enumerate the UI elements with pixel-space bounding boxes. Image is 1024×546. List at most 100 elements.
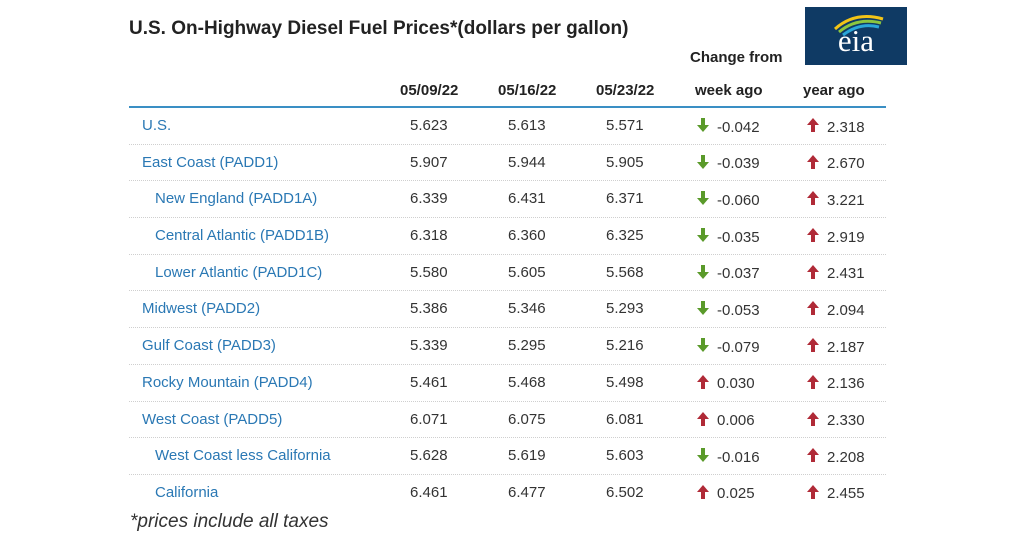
up-arrow-icon: [807, 154, 827, 173]
price-cell: 6.360: [508, 227, 546, 245]
price-cell: 5.605: [508, 263, 546, 281]
year-change-value: 2.330: [827, 412, 865, 429]
up-arrow-icon: [807, 191, 827, 209]
price-cell: 6.371: [606, 190, 644, 208]
region-link[interactable]: California: [155, 483, 219, 501]
week-change-cell: -0.016: [697, 448, 760, 466]
year-change-cell: 2.318: [807, 118, 865, 136]
region-link[interactable]: West Coast less California: [155, 447, 331, 465]
week-change-value: 0.030: [717, 375, 755, 393]
table-row: East Coast (PADD1) 5.907 5.944 5.905 -0.039 2…: [129, 145, 886, 182]
year-change-value: 2.136: [827, 375, 865, 393]
logo-text: eia: [837, 23, 875, 58]
down-arrow-icon: [697, 338, 717, 356]
year-change-value: 2.208: [827, 448, 865, 466]
price-cell: 5.346: [508, 300, 546, 318]
year-change-value: 2.670: [827, 155, 865, 173]
up-arrow-icon: [807, 448, 827, 466]
year-change-cell: 2.919: [807, 228, 865, 246]
price-cell: 5.905: [606, 153, 644, 171]
col-header-date2: 05/16/22: [498, 82, 557, 99]
year-change-cell: 3.221: [807, 191, 865, 209]
region-link[interactable]: Rocky Mountain (PADD4): [142, 373, 313, 391]
week-change-cell: -0.042: [697, 118, 760, 136]
down-arrow-icon: [697, 301, 717, 319]
price-cell: 5.571: [606, 117, 644, 134]
table-row: California 6.461 6.477 6.502 0.025 2.455: [129, 475, 886, 511]
price-cell: 5.293: [606, 300, 644, 318]
up-arrow-icon: [697, 411, 717, 430]
year-change-value: 2.094: [827, 301, 865, 319]
year-change-cell: 2.208: [807, 448, 865, 466]
week-change-cell: -0.035: [697, 228, 760, 246]
price-cell: 5.216: [606, 337, 644, 355]
price-cell: 5.623: [410, 117, 448, 134]
price-cell: 5.619: [508, 447, 546, 465]
col-header-year-ago: year ago: [803, 82, 865, 99]
week-change-value: 0.006: [717, 412, 755, 429]
up-arrow-icon: [807, 228, 827, 246]
region-link[interactable]: Lower Atlantic (PADD1C): [155, 263, 323, 281]
price-cell: 6.339: [410, 190, 448, 208]
year-change-cell: 2.330: [807, 411, 865, 430]
up-arrow-icon: [697, 484, 717, 503]
region-link[interactable]: U.S.: [142, 117, 172, 134]
price-cell: 5.628: [410, 447, 448, 465]
up-arrow-icon: [807, 411, 827, 430]
week-change-cell: -0.053: [697, 301, 760, 319]
price-table: U.S. 5.623 5.613 5.571 -0.042 2.318 East Coast…: [129, 108, 886, 511]
region-link[interactable]: West Coast (PADD5): [142, 410, 283, 428]
year-change-value: 2.318: [827, 118, 865, 136]
year-change-cell: 2.431: [807, 264, 865, 283]
week-change-value: -0.042: [717, 118, 760, 136]
price-cell: 6.477: [508, 483, 546, 501]
price-cell: 6.081: [606, 410, 644, 428]
price-cell: 5.907: [410, 153, 448, 171]
down-arrow-icon: [697, 154, 717, 173]
col-header-week-ago: week ago: [695, 82, 763, 99]
table-row: Rocky Mountain (PADD4) 5.461 5.468 5.498 0.0…: [129, 365, 886, 402]
year-change-cell: 2.094: [807, 301, 865, 319]
price-cell: 5.568: [606, 263, 644, 281]
up-arrow-icon: [807, 264, 827, 283]
year-change-cell: 2.455: [807, 484, 865, 503]
price-cell: 6.071: [410, 410, 448, 428]
price-cell: 5.461: [410, 373, 448, 391]
week-change-value: -0.037: [717, 265, 760, 283]
year-change-cell: 2.187: [807, 338, 865, 356]
eia-logo[interactable]: eia: [805, 7, 907, 65]
year-change-value: 2.919: [827, 228, 865, 246]
col-header-date1: 05/09/22: [400, 82, 459, 99]
down-arrow-icon: [697, 191, 717, 209]
down-arrow-icon: [697, 448, 717, 466]
price-cell: 6.461: [410, 483, 448, 501]
week-change-value: -0.053: [717, 301, 760, 319]
table-row: West Coast less California 5.628 5.619 5.60…: [129, 438, 886, 475]
region-link[interactable]: East Coast (PADD1): [142, 153, 279, 171]
year-change-cell: 2.670: [807, 154, 865, 173]
year-change-value: 2.455: [827, 485, 865, 503]
price-cell: 5.295: [508, 337, 546, 355]
table-row: Gulf Coast (PADD3) 5.339 5.295 5.216 -0.079 2…: [129, 328, 886, 365]
col-header-date3: 05/23/22: [596, 82, 655, 99]
week-change-value: -0.016: [717, 448, 760, 466]
price-cell: 5.339: [410, 337, 448, 355]
table-row: Lower Atlantic (PADD1C) 5.580 5.605 5.568 -0…: [129, 255, 886, 292]
price-cell: 5.468: [508, 373, 546, 391]
week-change-cell: -0.039: [697, 154, 760, 173]
week-change-cell: -0.079: [697, 338, 760, 356]
region-link[interactable]: Gulf Coast (PADD3): [142, 337, 276, 355]
week-change-value: -0.060: [717, 191, 760, 209]
region-link[interactable]: Midwest (PADD2): [142, 300, 261, 318]
region-link[interactable]: Central Atlantic (PADD1B): [155, 227, 329, 245]
up-arrow-icon: [807, 301, 827, 319]
price-cell: 5.498: [606, 373, 644, 391]
logo-swoosh-icon: [833, 15, 884, 37]
week-change-cell: 0.025: [697, 484, 755, 503]
table-row: Midwest (PADD2) 5.386 5.346 5.293 -0.053 2.09…: [129, 291, 886, 329]
down-arrow-icon: [697, 228, 717, 246]
price-cell: 6.502: [606, 483, 644, 501]
price-cell: 6.075: [508, 410, 546, 428]
region-link[interactable]: New England (PADD1A): [155, 190, 318, 208]
price-cell: 5.580: [410, 263, 448, 281]
